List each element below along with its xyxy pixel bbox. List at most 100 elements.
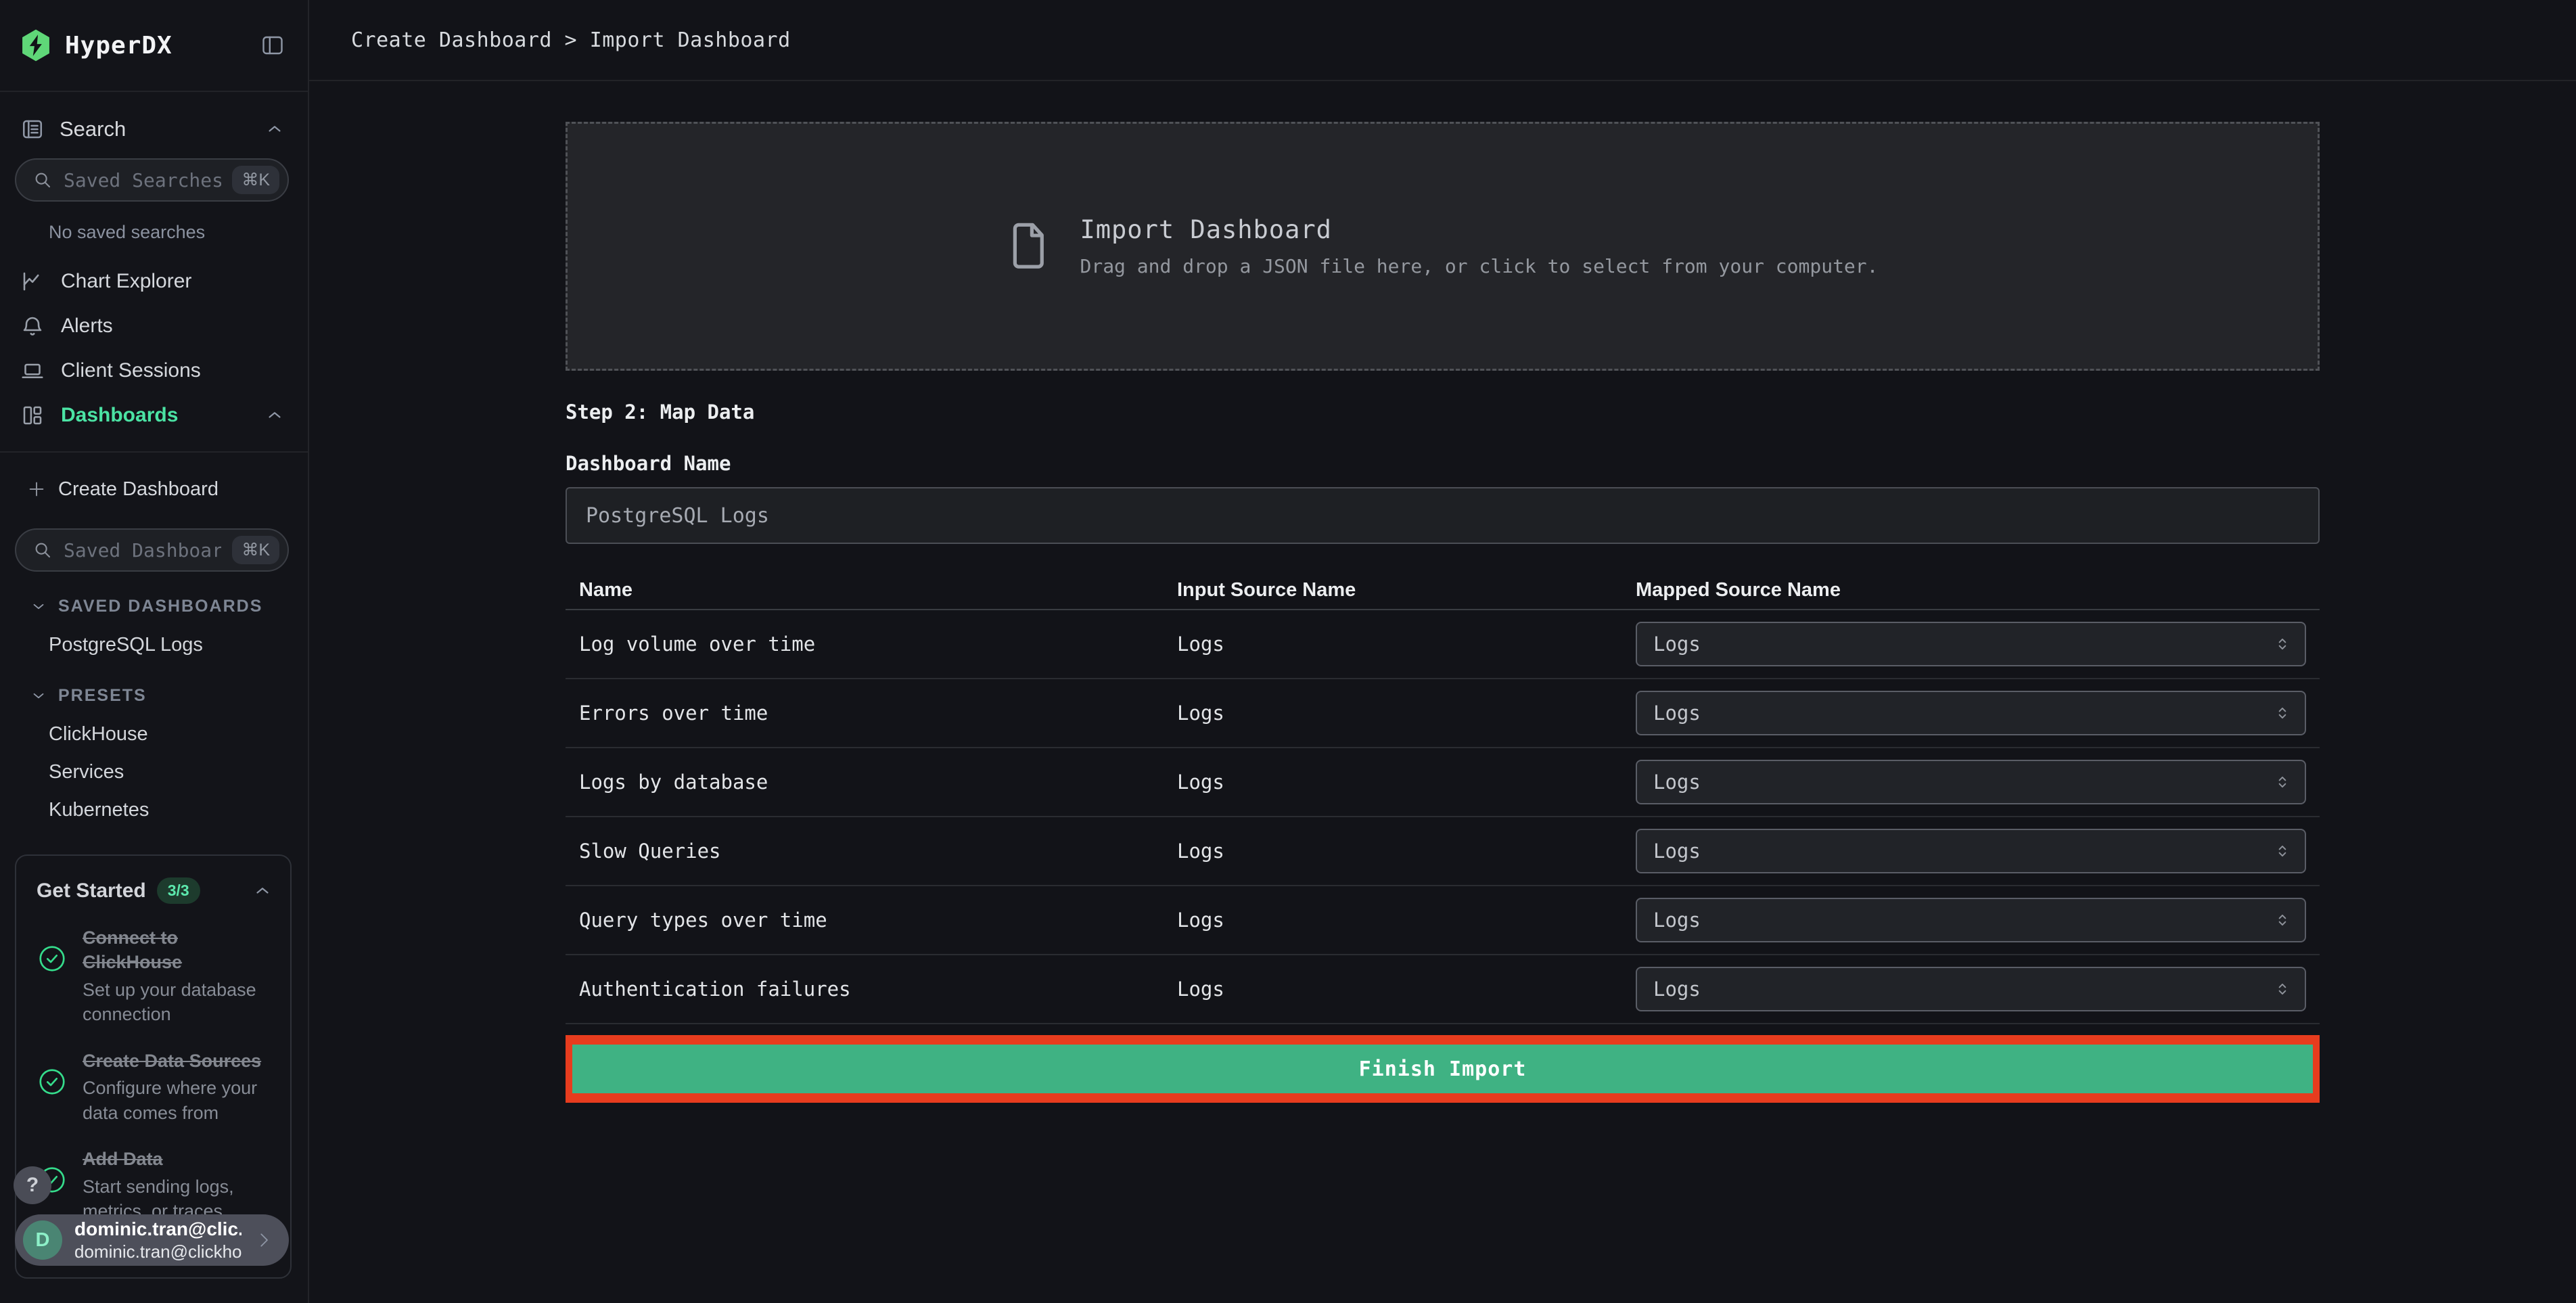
step-title: Create Data Sources [83, 1050, 262, 1071]
get-started-step-sources[interactable]: Create Data Sources Configure where your… [37, 1049, 273, 1125]
saved-dashboards-input[interactable] [64, 539, 222, 562]
mapping-table-body: Log volume over time Logs Logs Errors ov… [566, 610, 2320, 1024]
chevron-down-icon [30, 687, 47, 704]
row-name: Log volume over time [579, 633, 816, 656]
user-account-chip[interactable]: D dominic.tran@clic... dominic.tran@clic… [15, 1214, 289, 1266]
select-chevrons-icon [2274, 704, 2291, 722]
saved-dashboards-group-toggle[interactable]: SAVED DASHBOARDS [0, 587, 308, 626]
row-input-source: Logs [1177, 771, 1224, 794]
check-circle-icon [37, 1049, 69, 1125]
row-name: Slow Queries [579, 840, 721, 863]
sidebar-item-alerts[interactable]: Alerts [0, 304, 308, 348]
step-title: Connect to ClickHouse [83, 928, 183, 973]
get-started-progress-badge: 3/3 [156, 877, 200, 904]
row-input-source: Logs [1177, 840, 1224, 863]
table-row: Authentication failures Logs Logs [566, 955, 2320, 1024]
sidebar-nav: Chart Explorer Alerts Client Sessions [0, 250, 308, 453]
column-header-name: Name [579, 578, 632, 601]
topbar: Create Dashboard > Import Dashboard [309, 0, 2576, 81]
mapped-source-select[interactable]: Logs [1636, 967, 2306, 1011]
mapped-source-select[interactable]: Logs [1636, 622, 2306, 666]
mapped-source-select[interactable]: Logs [1636, 829, 2306, 873]
get-started-step-add-data[interactable]: Add Data Start sending logs, metrics, or… [37, 1147, 273, 1223]
get-started-step-connect[interactable]: Connect to ClickHouse Set up your databa… [37, 925, 273, 1027]
step-desc: Configure where your data comes from [83, 1078, 258, 1123]
create-dashboard-button[interactable]: Create Dashboard [0, 467, 308, 511]
presets-group-toggle[interactable]: PRESETS [0, 676, 308, 715]
table-row: Log volume over time Logs Logs [566, 610, 2320, 679]
search-section-icon [20, 117, 45, 141]
file-icon [1007, 219, 1051, 273]
row-name: Query types over time [579, 909, 827, 932]
chevron-up-icon[interactable] [252, 881, 273, 901]
step-title: Add Data [83, 1149, 163, 1170]
row-input-source: Logs [1177, 633, 1224, 656]
dropzone-title: Import Dashboard [1080, 215, 1332, 244]
user-name: dominic.tran@clic... [74, 1218, 242, 1239]
mapped-source-select[interactable]: Logs [1636, 760, 2306, 804]
select-chevrons-icon [2274, 980, 2291, 998]
select-value: Logs [1653, 771, 1701, 794]
dropzone-subtitle: Drag and drop a JSON file here, or click… [1080, 255, 1879, 277]
chevron-right-icon [254, 1230, 274, 1250]
get-started-title: Get Started [37, 879, 146, 902]
mapped-source-select[interactable]: Logs [1636, 691, 2306, 735]
sidebar-item-client-sessions[interactable]: Client Sessions [0, 348, 308, 393]
sidebar-item-services[interactable]: Services [0, 753, 308, 791]
row-name: Errors over time [579, 702, 768, 725]
select-chevrons-icon [2274, 911, 2291, 929]
create-dashboard-label: Create Dashboard [58, 478, 218, 500]
nav-label: Dashboards [61, 404, 179, 426]
table-row: Errors over time Logs Logs [566, 679, 2320, 748]
presets-header: PRESETS [58, 685, 147, 705]
saved-dashboards-header: SAVED DASHBOARDS [58, 596, 263, 616]
help-button[interactable]: ? [14, 1166, 51, 1204]
mapping-table: Name Input Source Name Mapped Source Nam… [566, 571, 2320, 1024]
check-circle-icon [37, 925, 69, 1027]
select-chevrons-icon [2274, 635, 2291, 653]
sidebar-collapse-icon[interactable] [260, 33, 285, 58]
bell-icon [20, 314, 45, 338]
dashboard-grid-icon [20, 403, 45, 428]
select-value: Logs [1653, 633, 1701, 656]
select-value: Logs [1653, 840, 1701, 863]
question-mark-icon: ? [26, 1174, 39, 1196]
saved-dashboards-search[interactable]: ⌘K [15, 528, 289, 572]
sidebar-item-chart-explorer[interactable]: Chart Explorer [0, 259, 308, 304]
select-value: Logs [1653, 978, 1701, 1001]
search-icon [32, 540, 53, 560]
shortcut-badge: ⌘K [232, 536, 279, 564]
dashboard-name-label: Dashboard Name [566, 452, 731, 475]
sidebar-item-dashboards[interactable]: Dashboards [0, 393, 308, 438]
shortcut-badge: ⌘K [232, 166, 279, 194]
mapped-source-select[interactable]: Logs [1636, 898, 2306, 942]
saved-searches-search[interactable]: ⌘K [15, 158, 289, 202]
sidebar-section-search[interactable]: Search [0, 104, 308, 154]
hyperdx-logo-icon [20, 28, 51, 62]
sidebar-item-kubernetes[interactable]: Kubernetes [0, 791, 308, 829]
import-dropzone[interactable]: Import Dashboard Drag and drop a JSON fi… [566, 122, 2320, 371]
saved-searches-input[interactable] [64, 168, 222, 191]
row-input-source: Logs [1177, 978, 1224, 1001]
table-row: Slow Queries Logs Logs [566, 817, 2320, 886]
app-title: HyperDX [65, 31, 172, 60]
tree-item-label: Kubernetes [49, 798, 150, 821]
select-value: Logs [1653, 909, 1701, 932]
table-row: Logs by database Logs Logs [566, 748, 2320, 817]
row-name: Authentication failures [579, 978, 851, 1001]
dashboard-name-input[interactable] [566, 487, 2320, 544]
laptop-icon [20, 359, 45, 383]
logo-row: HyperDX [0, 0, 308, 92]
nav-label: Alerts [61, 315, 113, 337]
main-area: Create Dashboard > Import Dashboard Impo… [309, 0, 2576, 1303]
sidebar-item-clickhouse[interactable]: ClickHouse [0, 715, 308, 753]
mapping-table-header: Name Input Source Name Mapped Source Nam… [566, 571, 2320, 610]
tree-item-label: PostgreSQL Logs [49, 633, 203, 656]
sidebar-item-postgresql-logs[interactable]: PostgreSQL Logs [0, 626, 308, 664]
search-icon [32, 170, 53, 190]
chevron-down-icon [30, 597, 47, 615]
breadcrumb: Create Dashboard > Import Dashboard [351, 28, 791, 52]
avatar: D [23, 1220, 62, 1260]
finish-import-button[interactable]: Finish Import [572, 1045, 2313, 1093]
